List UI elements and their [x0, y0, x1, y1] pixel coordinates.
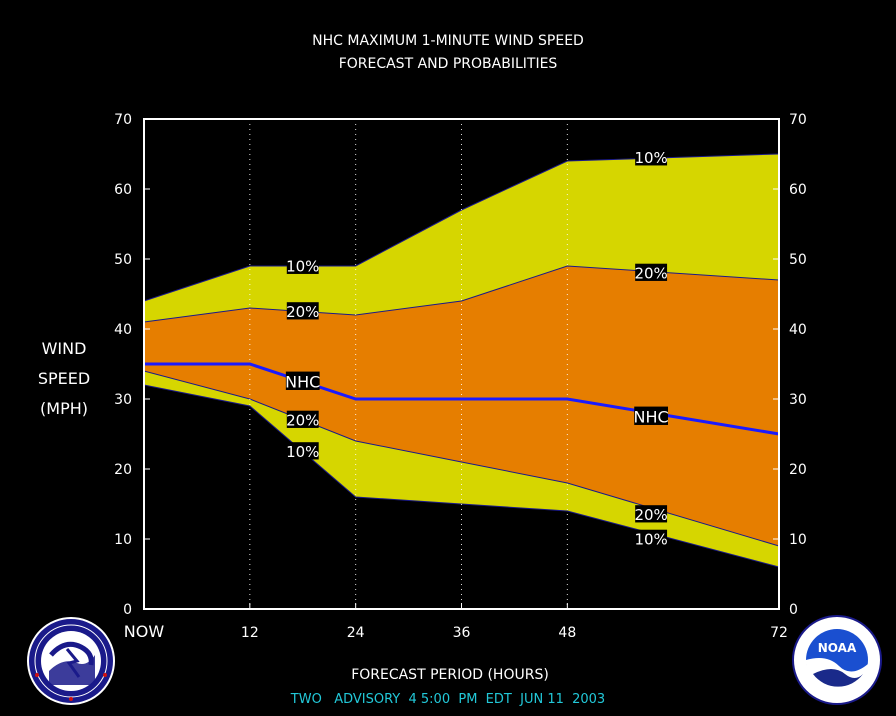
advisory-footer: TWO ADVISORY 4 5:00 PM EDT JUN 11 2003 — [290, 692, 605, 707]
y-tick-label-right: 40 — [789, 322, 807, 338]
curve-label-box — [285, 371, 320, 390]
y-tick-label-left: 40 — [114, 322, 132, 338]
y-tick-label-right: 10 — [789, 532, 807, 548]
y-tick-label-left: 60 — [114, 182, 132, 198]
curve-label-10pct: 10% — [286, 256, 319, 275]
x-tick-label: NOW — [124, 622, 165, 641]
x-tick-label: 24 — [347, 625, 365, 641]
curve-label-box — [635, 505, 668, 523]
curve-label-nhc: NHC — [634, 406, 669, 426]
plot-area — [143, 119, 780, 609]
curve-label-text: 10% — [634, 530, 667, 548]
y-tick-label-left: 70 — [114, 112, 132, 128]
x-tick-label: 48 — [558, 625, 576, 641]
chart-title-line2: FORECAST AND PROBABILITIES — [339, 56, 558, 72]
y-tick-label-left: 30 — [114, 392, 132, 408]
y-tick-label-right: 30 — [789, 392, 807, 408]
chart-title-line1: NHC MAXIMUM 1-MINUTE WIND SPEED — [312, 33, 584, 49]
curve-label-box — [286, 410, 319, 428]
x-axis-label: FORECAST PERIOD (HOURS) — [351, 667, 549, 683]
curve-label-text: 20% — [286, 303, 319, 321]
y-tick-label-right: 70 — [789, 112, 807, 128]
y-tick-label-right: 60 — [789, 182, 807, 198]
curve-label-box — [635, 148, 668, 166]
curve-label-text: 20% — [634, 506, 667, 524]
curve-label-box — [634, 406, 668, 425]
curve-label-text: NHC — [634, 407, 669, 426]
curve-label-nhc: NHC — [285, 371, 320, 391]
y-axis-label-line3: (MPH) — [40, 399, 88, 418]
curve-label-20pct: 20% — [286, 410, 319, 429]
curve-label-10pct: 10% — [634, 529, 668, 548]
curve-label-10pct: 10% — [634, 148, 668, 167]
y-tick-label-left: 50 — [114, 252, 132, 268]
curve-label-box — [635, 263, 668, 281]
noaa-logo-icon: NOAA — [792, 615, 882, 705]
curve-label-text: 20% — [634, 264, 667, 282]
curve-label-20pct: 20% — [634, 505, 668, 524]
y-tick-label-left: 0 — [123, 602, 132, 618]
curve-label-box — [635, 529, 668, 547]
y-tick-label-right: 50 — [789, 252, 807, 268]
curve-label-box — [286, 302, 319, 320]
y-tick-label-left: 10 — [114, 532, 132, 548]
y-axis-label-line1: WIND — [42, 339, 87, 358]
y-tick-label-right: 20 — [789, 462, 807, 478]
curve-label-text: 20% — [286, 411, 319, 429]
curve-label-10pct: 10% — [286, 442, 319, 461]
nws-logo-icon — [27, 617, 115, 705]
curve-label-20pct: 20% — [634, 263, 668, 282]
y-tick-label-right: 0 — [789, 602, 798, 618]
y-axis-label-line2: SPEED — [38, 369, 90, 388]
nhc-forecast-line — [144, 362, 780, 436]
series-edge-lower-20 — [143, 370, 780, 547]
series-edge-upper-20 — [143, 265, 780, 323]
curve-label-box — [286, 256, 319, 274]
y-tick-label-left: 20 — [114, 462, 132, 478]
series-edge-lower-10 — [143, 384, 780, 568]
noaa-logo-text: NOAA — [818, 641, 857, 655]
band-upper-10-20 — [144, 154, 779, 322]
curve-label-box — [286, 442, 319, 460]
curve-label-text: 10% — [286, 443, 319, 461]
x-tick-label: 36 — [453, 625, 471, 641]
x-tick-label: 12 — [241, 625, 259, 641]
x-tick-label: 72 — [770, 625, 788, 641]
curve-label-text: 10% — [634, 149, 667, 167]
curve-label-20pct: 20% — [286, 302, 319, 321]
curve-label-text: 10% — [286, 257, 319, 275]
series-edge-upper-10 — [143, 153, 780, 302]
axes: 0 0 10 10 20 20 30 30 40 40 50 50 60 60 70 70 NOW 12 24 36 4… — [114, 112, 807, 641]
curve-label-text: NHC — [285, 372, 320, 391]
band-20-20 — [144, 266, 779, 546]
